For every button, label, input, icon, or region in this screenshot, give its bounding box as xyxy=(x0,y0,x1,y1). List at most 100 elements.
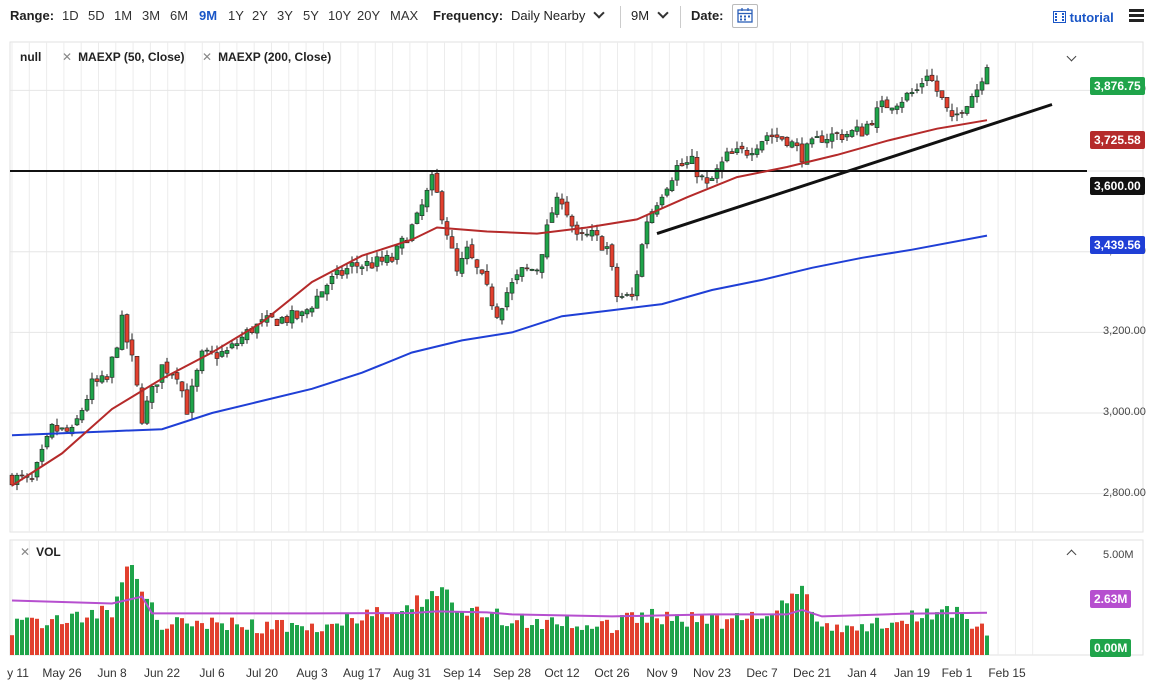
range-button-3m[interactable]: 3M xyxy=(142,8,161,23)
close-icon[interactable]: ✕ xyxy=(202,50,213,64)
volume-bar xyxy=(445,589,449,655)
volume-bar xyxy=(655,618,659,655)
range-button-10y[interactable]: 10Y xyxy=(328,8,352,23)
volume-bar xyxy=(325,624,329,655)
date-picker-button[interactable] xyxy=(732,4,758,28)
candle xyxy=(639,244,645,277)
candle xyxy=(314,295,320,309)
volume-bar xyxy=(405,605,409,655)
volume-bar xyxy=(150,602,154,655)
candle xyxy=(49,423,55,438)
volume-bar xyxy=(640,612,644,655)
frequency-dropdown[interactable]: Daily Nearby xyxy=(511,7,606,23)
tutorial-link[interactable]: tutorial xyxy=(1053,10,1114,25)
period-dropdown[interactable]: 9M xyxy=(631,7,669,23)
candle xyxy=(279,317,285,324)
volume-bar xyxy=(555,624,559,655)
calendar-icon xyxy=(737,8,753,23)
volume-bar xyxy=(765,616,769,655)
volume-bar xyxy=(890,622,894,655)
separator xyxy=(620,6,621,28)
range-button-2y[interactable]: 2Y xyxy=(252,8,268,23)
close-icon[interactable]: ✕ xyxy=(20,545,31,559)
volume-bars xyxy=(10,565,989,655)
volume-bar xyxy=(50,619,54,655)
volume-ma-tag: 2.63M xyxy=(1090,590,1132,608)
candle xyxy=(219,351,225,357)
candle xyxy=(289,310,295,324)
x-tick-label: Jan 4 xyxy=(847,666,877,680)
volume-bar xyxy=(450,602,454,655)
candle xyxy=(504,292,510,308)
volume-bar xyxy=(835,624,839,655)
candle xyxy=(534,269,540,272)
volume-bar xyxy=(885,628,889,655)
candle xyxy=(909,92,915,94)
volume-bar xyxy=(305,630,309,655)
x-tick-label: May 26 xyxy=(42,666,82,680)
candle xyxy=(644,221,650,245)
candle xyxy=(684,162,690,165)
legend-ma50[interactable]: ✕ MAEXP (50, Close) xyxy=(62,50,185,64)
volume-bar xyxy=(25,617,29,655)
volume-bar xyxy=(375,607,379,655)
candle xyxy=(354,262,360,267)
range-button-3y[interactable]: 3Y xyxy=(277,8,293,23)
volume-bar xyxy=(310,623,314,655)
volume-bar xyxy=(475,606,479,655)
candle xyxy=(649,211,655,224)
x-tick-label: Sep 14 xyxy=(442,666,482,680)
range-button-1y[interactable]: 1Y xyxy=(228,8,244,23)
volume-bar xyxy=(585,625,589,655)
volume-bar xyxy=(815,621,819,655)
legend-ma200-label: MAEXP (200, Close) xyxy=(218,50,332,64)
range-button-6m[interactable]: 6M xyxy=(170,8,189,23)
candle xyxy=(139,387,145,424)
volume-bar xyxy=(525,627,529,655)
hamburger-menu-icon[interactable] xyxy=(1129,9,1144,22)
candle xyxy=(794,142,800,147)
candle xyxy=(839,134,845,140)
volume-bar xyxy=(65,622,69,655)
volume-bar xyxy=(340,625,344,655)
candle xyxy=(564,201,570,216)
range-button-max[interactable]: MAX xyxy=(390,8,419,23)
candle xyxy=(174,372,180,380)
volume-bar xyxy=(820,626,824,655)
candle xyxy=(754,148,760,155)
legend-main-label: null xyxy=(20,50,42,64)
volume-bar xyxy=(985,635,989,655)
candle xyxy=(79,410,85,421)
volume-bar xyxy=(320,631,324,655)
candle xyxy=(849,130,855,137)
range-button-1d[interactable]: 1D xyxy=(62,8,79,23)
candle xyxy=(134,355,140,386)
volume-bar xyxy=(135,578,139,655)
range-button-20y[interactable]: 20Y xyxy=(357,8,381,23)
range-button-9m[interactable]: 9M xyxy=(199,8,218,23)
candle xyxy=(494,306,500,318)
candle xyxy=(479,269,485,274)
volume-bar xyxy=(825,623,829,655)
volume-bar xyxy=(430,591,434,655)
candle xyxy=(804,143,810,165)
volume-bar xyxy=(500,625,504,655)
range-button-5y[interactable]: 5Y xyxy=(303,8,319,23)
candle xyxy=(739,145,745,150)
candle xyxy=(589,229,595,237)
candle xyxy=(609,244,615,267)
candle xyxy=(689,155,695,165)
range-button-1m[interactable]: 1M xyxy=(114,8,133,23)
candle xyxy=(449,236,455,249)
last-price-tag: 3,876.75 xyxy=(1090,77,1145,95)
close-icon[interactable]: ✕ xyxy=(62,50,73,64)
x-tick-label: y 11 xyxy=(7,666,29,680)
candle xyxy=(19,474,25,477)
candle xyxy=(164,361,170,374)
range-button-5d[interactable]: 5D xyxy=(88,8,105,23)
legend-ma200[interactable]: ✕ MAEXP (200, Close) xyxy=(202,50,331,64)
candle xyxy=(194,369,200,387)
volume-bar xyxy=(185,623,189,655)
candle xyxy=(959,112,965,114)
chart-area[interactable] xyxy=(0,33,1159,692)
